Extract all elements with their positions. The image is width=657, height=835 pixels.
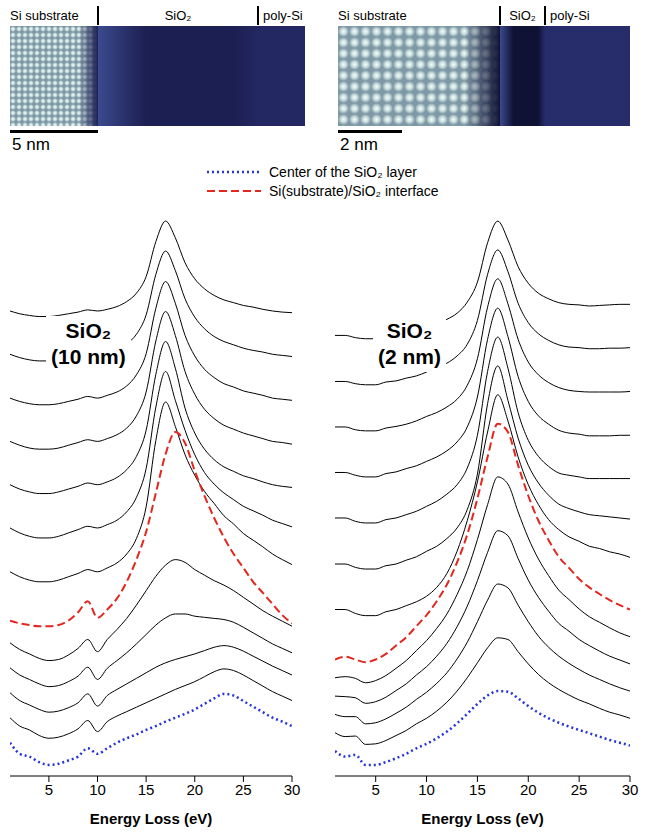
svg-text:25: 25 [235,781,252,798]
html-text:Si substrate: Si substrate [338,8,407,23]
html-text:2 nm: 2 nm [340,135,378,154]
svg-text:10: 10 [418,781,435,798]
svg-text:Energy Loss (eV): Energy Loss (eV) [90,810,213,827]
html-text:SiO₂: SiO₂ [164,8,192,23]
html-text:Si substrate: Si substrate [10,8,79,23]
html-text:(2 nm): (2 nm) [378,345,441,368]
html-text:Si(substrate)/SiO₂ interface: Si(substrate)/SiO₂ interface [269,182,439,199]
svg-text:20: 20 [520,781,537,798]
html-text:Center of the SiO₂ layer: Center of the SiO₂ layer [269,163,417,180]
html-text:poly-Si: poly-Si [550,8,590,23]
svg-text:15: 15 [469,781,486,798]
svg-text:25: 25 [571,781,588,798]
html-text:SiO₂: SiO₂ [386,319,433,342]
html-text:SiO₂: SiO₂ [509,8,536,23]
html-text:5 nm: 5 nm [12,135,50,154]
html-text:(10 nm): (10 nm) [51,345,126,368]
svg-text:15: 15 [138,781,155,798]
svg-text:30: 30 [284,781,301,798]
svg-text:5: 5 [372,781,380,798]
html-text:SiO₂: SiO₂ [65,319,112,342]
svg-text:5: 5 [45,781,53,798]
svg-text:10: 10 [89,781,106,798]
svg-text:20: 20 [186,781,203,798]
html-text:poly-Si: poly-Si [263,8,303,23]
svg-text:30: 30 [622,781,639,798]
svg-text:Energy Loss (eV): Energy Loss (eV) [421,810,544,827]
